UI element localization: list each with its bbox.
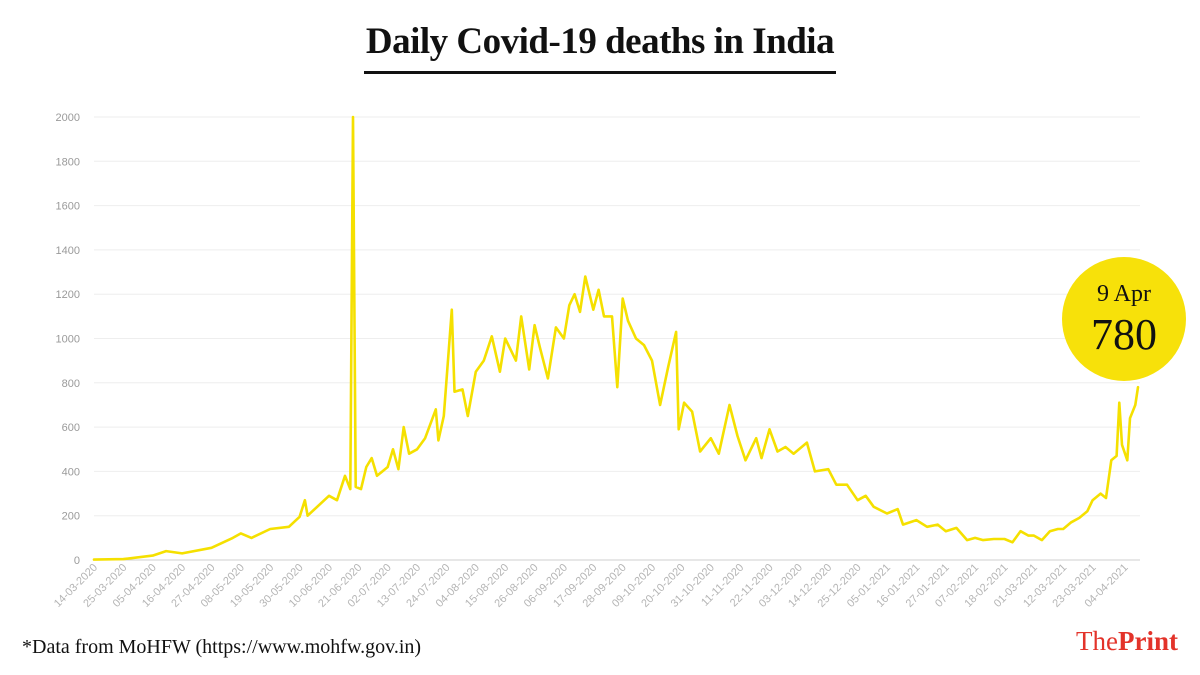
series-group — [92, 115, 1140, 561]
y-tick-label: 0 — [74, 555, 80, 567]
gridlines — [94, 116, 1140, 561]
callout-date: 9 Apr — [1097, 281, 1151, 307]
x-axis-ticks: 14-03-202025-03-202005-04-202016-04-2020… — [52, 562, 1131, 610]
chart-title: Daily Covid-19 deaths in India — [0, 20, 1200, 74]
y-tick-label: 1400 — [56, 245, 80, 257]
callout-value: 780 — [1091, 310, 1157, 359]
y-axis-ticks: 0 200 400 600 800 1000 1200 1400 1600 1800 2000 — [56, 112, 80, 567]
latest-value-callout: 9 Apr 780 — [1062, 257, 1186, 381]
y-tick-label: 1800 — [56, 156, 80, 168]
y-tick-label: 1000 — [56, 334, 80, 346]
source-note: *Data from MoHFW (https://www.mohfw.gov.… — [22, 636, 422, 658]
y-tick-label: 2000 — [56, 112, 80, 124]
y-tick-label: 200 — [62, 511, 80, 523]
brand-part1: The — [1076, 626, 1118, 656]
y-tick-label: 1200 — [56, 289, 80, 301]
chart-title-text: Daily Covid-19 deaths in India — [363, 20, 837, 74]
brand-logo: ThePrint — [1076, 626, 1178, 657]
y-tick-label: 1600 — [56, 201, 80, 213]
y-tick-label: 800 — [62, 378, 80, 390]
series-line-daily-deaths — [92, 115, 1140, 561]
brand-part2: Print — [1118, 626, 1178, 656]
y-tick-label: 400 — [62, 466, 80, 478]
y-tick-label: 600 — [62, 422, 80, 434]
